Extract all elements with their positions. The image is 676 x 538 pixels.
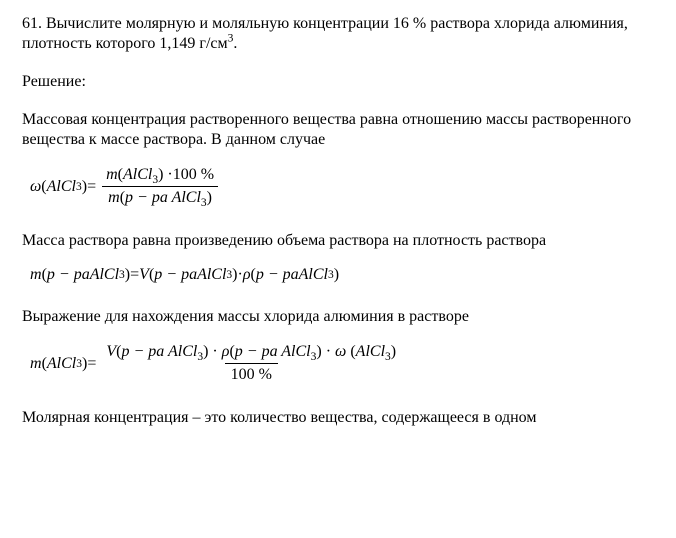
p-minus-pa: p − pa: [121, 343, 168, 360]
solution-label: Решение:: [22, 72, 654, 92]
equals: =: [87, 177, 96, 197]
formula-mass-solution: m(p − pa AlCl3) = V(p − pa AlCl3) · ρ(p …: [30, 265, 654, 285]
alcl3: AlCl: [123, 166, 152, 183]
p-minus-pa: p − pa: [125, 189, 172, 206]
formula-mass-fraction: ω(AlCl3) = m(AlCl3) ·100 % m(p − pa AlCl…: [30, 164, 654, 209]
p-minus-pa: p − pa: [47, 265, 90, 285]
denominator: m(p − pa AlCl3): [102, 186, 218, 209]
hundred: 100 %: [173, 166, 214, 183]
p-minus-pa: p − pa: [235, 343, 282, 360]
paragraph-2: Масса раствора равна произведению объема…: [22, 231, 654, 251]
p-minus-pa: p − pa: [154, 265, 197, 285]
V: V: [106, 343, 116, 360]
alcl3: AlCl: [90, 265, 119, 285]
denominator: 100 %: [225, 363, 278, 386]
numerator: V(p − pa AlCl3) · ρ(p − pa AlCl3) · ω (A…: [100, 341, 402, 363]
m: m: [108, 189, 120, 206]
V: V: [139, 265, 149, 285]
alcl3: AlCl: [47, 354, 76, 374]
document-page: 61. Вычислите молярную и моляльную конце…: [0, 0, 676, 428]
close-paren: ): [207, 189, 212, 206]
numerator: m(AlCl3) ·100 %: [100, 164, 220, 186]
paragraph-1: Массовая концентрация растворенного веще…: [22, 110, 654, 150]
problem-end: .: [233, 35, 237, 52]
m: m: [30, 354, 42, 374]
problem-statement: 61. Вычислите молярную и моляльную конце…: [22, 14, 654, 54]
alcl3: AlCl: [197, 265, 226, 285]
problem-number: 61.: [22, 15, 42, 32]
fraction: m(AlCl3) ·100 % m(p − pa AlCl3): [100, 164, 220, 209]
alcl3: AlCl: [47, 177, 76, 197]
equals: =: [87, 354, 96, 374]
close-paren: ): [391, 343, 396, 360]
fraction: V(p − pa AlCl3) · ρ(p − pa AlCl3) · ω (A…: [100, 341, 402, 386]
omega: ω: [30, 177, 41, 197]
alcl3: AlCl: [168, 343, 197, 360]
equals: =: [130, 265, 139, 285]
m: m: [30, 265, 42, 285]
problem-text: Вычислите молярную и моляльную концентра…: [22, 15, 628, 52]
paragraph-4: Молярная концентрация – это количество в…: [22, 408, 654, 428]
paragraph-3: Выражение для нахождения массы хлорида а…: [22, 307, 654, 327]
p-minus-pa: p − pa: [256, 265, 299, 285]
formula-mass-alcl3: m(AlCl3) = V(p − pa AlCl3) · ρ(p − pa Al…: [30, 341, 654, 386]
alcl3: AlCl: [299, 265, 328, 285]
formula-lhs: ω(AlCl3) =: [30, 177, 96, 197]
close-paren: ): [158, 166, 163, 183]
alcl3: AlCl: [172, 189, 201, 206]
alcl3: AlCl: [281, 343, 310, 360]
omega: ω: [335, 343, 346, 360]
alcl3: AlCl: [356, 343, 385, 360]
dot: ·: [322, 343, 335, 360]
close-paren: ): [334, 265, 339, 285]
m: m: [106, 166, 118, 183]
rho: ρ: [243, 265, 251, 285]
formula-lhs: m(AlCl3) =: [30, 354, 96, 374]
dot: ·: [208, 343, 221, 360]
